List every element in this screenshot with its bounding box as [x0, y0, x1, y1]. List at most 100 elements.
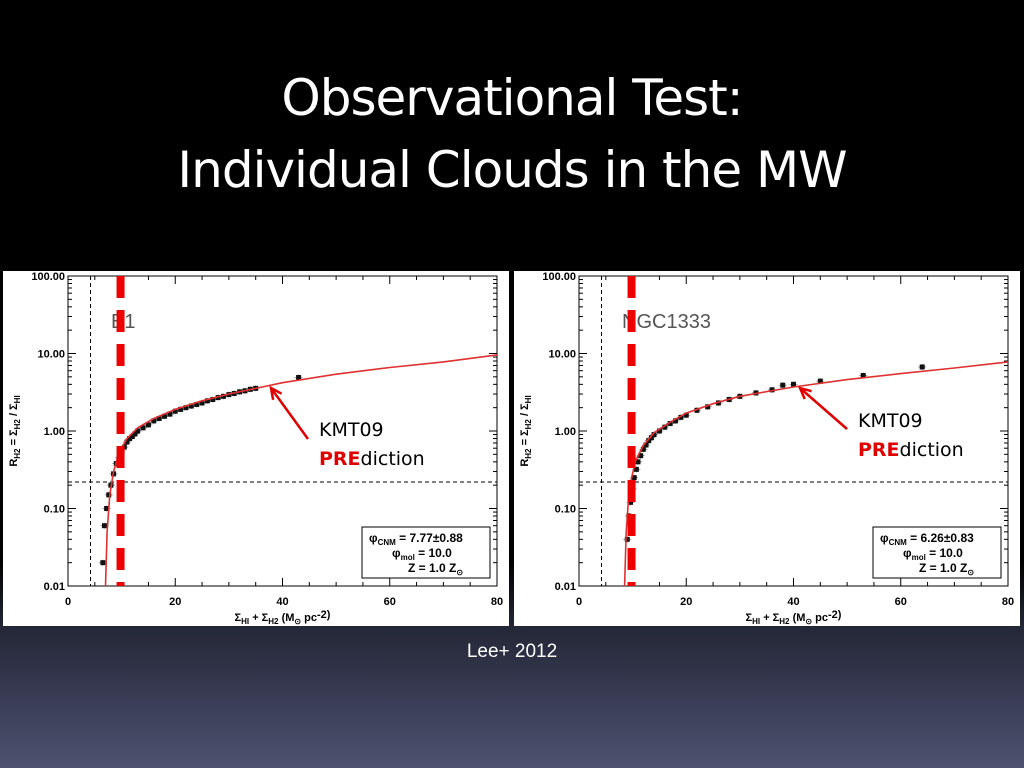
legend-phi-mol: φmol = 10.0	[392, 546, 452, 562]
data-point	[638, 453, 644, 459]
data-point	[100, 560, 106, 566]
annotation-arrow	[799, 387, 848, 430]
chart-svg-right: 0 20 40 60 80 0.01 0.10 1.00 10.00 100.00 ΣHI + ΣH…	[519, 271, 1014, 626]
data-point	[624, 536, 630, 542]
legend-box	[872, 526, 1002, 579]
data-point	[124, 439, 130, 445]
annotation-model-name: KMT09	[319, 419, 384, 441]
y-tick-label: 0.01	[44, 581, 65, 593]
data-point	[646, 438, 652, 444]
data-point	[210, 396, 216, 402]
data-point	[215, 395, 221, 401]
data-point	[129, 433, 135, 439]
data-point	[678, 414, 684, 420]
y-axis-label-text: RH2 = ΣH2 / ΣHI	[519, 395, 533, 466]
x-tick-label: 20	[680, 596, 692, 608]
y-tick-label: 0.10	[555, 504, 576, 516]
legend-metallicity: Z = 1.0 Z⊙	[919, 561, 974, 577]
y-tick-label: 1.00	[555, 426, 576, 438]
legend-box	[361, 526, 491, 579]
y-tick-label: 1.00	[44, 426, 65, 438]
legend-metallicity: Z = 1.0 Z⊙	[408, 561, 463, 577]
y-tick-label: 0.01	[555, 581, 576, 593]
data-point	[127, 436, 133, 442]
data-point	[667, 420, 673, 426]
data-point	[769, 387, 775, 393]
x-tick-label: 80	[491, 596, 503, 608]
chart-panel-right: 0 20 40 60 80 0.01 0.10 1.00 10.00 100.00 ΣHI + ΣH…	[514, 271, 1020, 626]
data-point	[817, 378, 823, 384]
x-tick-label: 80	[1002, 596, 1014, 608]
cloud-name-label: NGC1333	[622, 311, 711, 333]
arrow-head-icon	[269, 385, 283, 401]
legend-phi-cnm: φCNM = 7.77±0.88	[369, 531, 463, 547]
y-tick-label: 100.00	[542, 271, 576, 283]
annotation-model-name: KMT09	[858, 410, 923, 432]
y-axis-label: RH2 = ΣH2 / ΣHI	[8, 395, 22, 466]
data-point	[178, 406, 184, 412]
y-tick-label: 0.10	[44, 504, 65, 516]
y-tick-label: 10.00	[548, 349, 576, 361]
citation-credit: Lee+ 2012	[466, 641, 558, 662]
data-point	[791, 381, 796, 387]
data-point	[656, 428, 662, 434]
x-tick-label: 0	[65, 596, 71, 608]
data-point	[188, 403, 194, 409]
x-tick-label: 0	[576, 596, 582, 608]
data-point	[694, 407, 700, 413]
data-point	[145, 422, 151, 428]
title-line-1: Observational Test:	[281, 69, 743, 127]
data-point	[106, 492, 112, 498]
data-point	[662, 424, 668, 430]
data-point	[860, 373, 866, 379]
data-point	[132, 431, 138, 437]
data-point	[633, 466, 639, 472]
model-curve	[104, 354, 498, 587]
y-axis-label-text: RH2 = ΣH2 / ΣHI	[8, 395, 22, 466]
data-point	[172, 408, 178, 414]
data-point	[673, 418, 679, 424]
x-axis-label: ΣHI + ΣH2 (M⊙ pc-2)	[746, 609, 842, 626]
x-tick-label: 40	[787, 596, 799, 608]
annotation-arrow	[269, 387, 310, 440]
data-point	[183, 405, 189, 411]
legend-phi-mol: φmol = 10.0	[903, 546, 963, 562]
legend-phi-cnm: φCNM = 6.26±0.83	[880, 531, 974, 547]
data-point	[221, 393, 227, 399]
data-point	[635, 459, 641, 465]
chart-svg-left: 0 20 40 60 80 0.01 0.10 1.00 10.00 100.00 ΣHI + ΣH…	[8, 271, 503, 626]
data-point	[651, 432, 657, 438]
data-point	[296, 375, 302, 381]
data-point	[162, 413, 168, 419]
data-point	[204, 398, 210, 404]
x-axis-label: ΣHI + ΣH2 (M⊙ pc-2)	[235, 609, 331, 626]
annotation-prediction: PREdiction	[858, 439, 964, 461]
chart-panel-left: 0 20 40 60 80 0.01 0.10 1.00 10.00 100.00 ΣHI + ΣH…	[3, 271, 509, 626]
data-point	[167, 411, 173, 417]
data-point	[640, 446, 646, 452]
title-line-2: Individual Clouds in the MW	[177, 141, 847, 199]
x-tick-label: 60	[895, 596, 907, 608]
data-point	[151, 418, 157, 424]
data-point	[780, 382, 786, 388]
x-tick-label: 20	[169, 596, 181, 608]
arrow-head-icon	[797, 386, 812, 400]
data-point	[643, 442, 649, 448]
data-point	[631, 475, 637, 481]
data-point	[194, 401, 200, 407]
data-point	[104, 506, 110, 511]
data-point	[627, 499, 633, 505]
data-point	[648, 435, 654, 441]
y-tick-label: 10.00	[37, 349, 65, 361]
data-point	[135, 428, 141, 434]
data-point	[919, 364, 925, 370]
data-point	[199, 400, 205, 406]
x-tick-label: 60	[384, 596, 396, 608]
data-point	[683, 412, 689, 418]
slide-title: Observational Test: Individual Clouds in…	[0, 62, 1024, 206]
data-point	[705, 404, 711, 410]
annotation-prediction: PREdiction	[319, 448, 425, 470]
data-point	[156, 415, 162, 421]
y-axis-label: RH2 = ΣH2 / ΣHI	[519, 395, 533, 466]
data-point	[101, 523, 107, 529]
